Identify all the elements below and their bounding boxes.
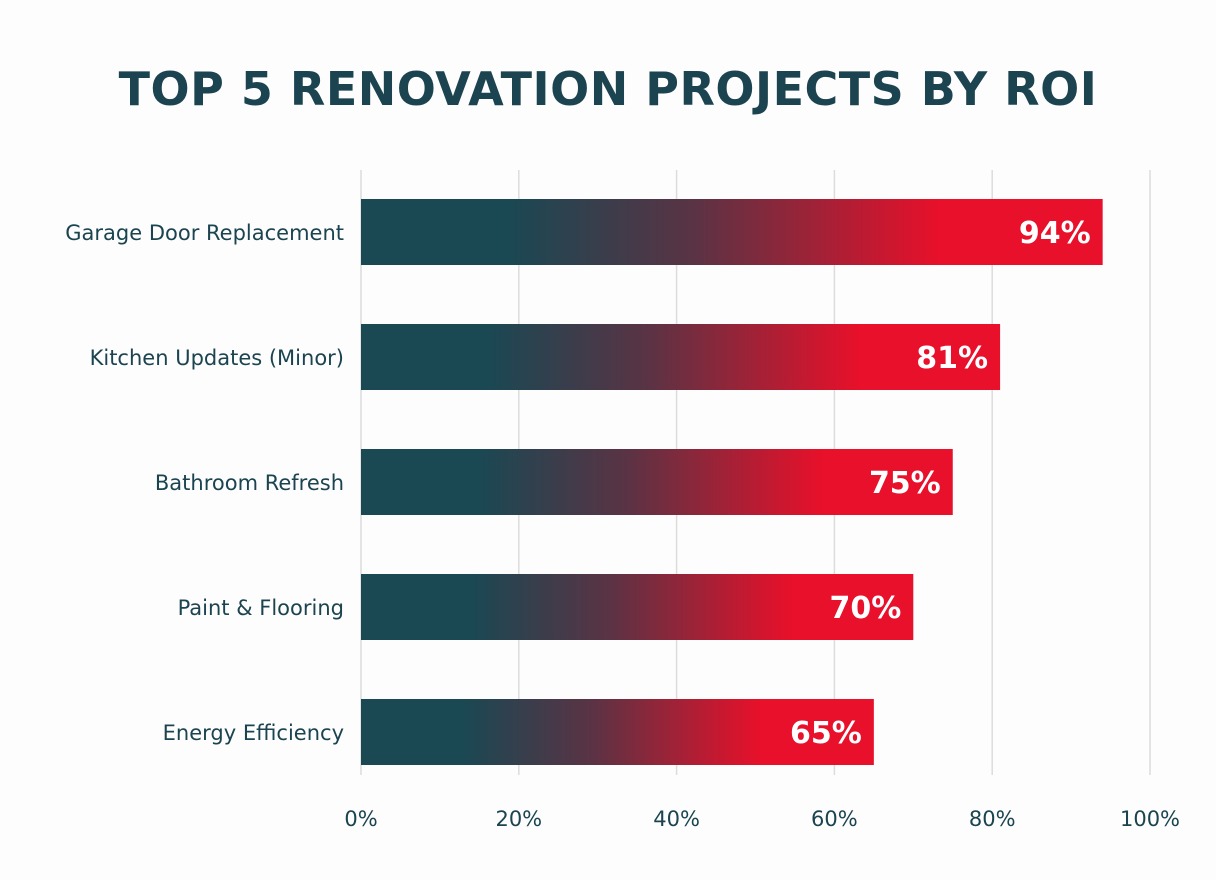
x-tick-label: 20% bbox=[495, 807, 542, 831]
data-label: 75% bbox=[869, 466, 941, 501]
x-tick-label: 0% bbox=[344, 807, 377, 831]
x-tick-label: 80% bbox=[969, 807, 1016, 831]
chart-title: TOP 5 RENOVATION PROJECTS BY ROI bbox=[118, 62, 1098, 116]
bar bbox=[361, 449, 953, 515]
bar bbox=[361, 574, 914, 640]
category-label: Garage Door Replacement bbox=[65, 221, 344, 245]
x-tick-label: 60% bbox=[811, 807, 858, 831]
category-label: Paint & Flooring bbox=[178, 596, 344, 620]
x-tick-label: 40% bbox=[653, 807, 700, 831]
data-label: 81% bbox=[916, 341, 988, 376]
data-label: 94% bbox=[1019, 216, 1091, 251]
bar bbox=[361, 199, 1103, 265]
bar bbox=[361, 324, 1001, 390]
data-label: 70% bbox=[829, 591, 901, 626]
category-label: Bathroom Refresh bbox=[155, 471, 344, 495]
bar bbox=[361, 699, 874, 765]
category-label: Kitchen Updates (Minor) bbox=[90, 346, 344, 370]
category-label: Energy Efficiency bbox=[163, 721, 344, 745]
data-label: 65% bbox=[790, 716, 862, 751]
x-tick-label: 100% bbox=[1120, 807, 1180, 831]
